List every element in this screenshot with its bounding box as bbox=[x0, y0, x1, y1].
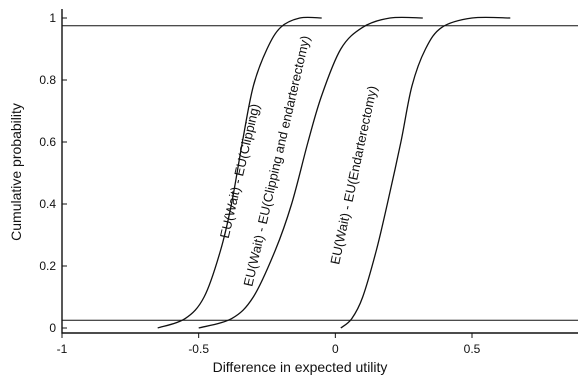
x-ticks: -1 -0.5 0 0.5 bbox=[57, 333, 481, 356]
series-label-2: EU(Wait) - EU(Endarterectomy) bbox=[327, 84, 380, 265]
y-ticks: 0 0.2 0.4 0.6 0.8 1 bbox=[39, 11, 67, 335]
series-curve-1 bbox=[198, 16, 423, 329]
x-axis-label: Difference in expected utility bbox=[213, 359, 388, 375]
x-tick-label: -1 bbox=[57, 342, 68, 356]
x-tick-label: 0.5 bbox=[464, 342, 481, 356]
axis-frame bbox=[61, 9, 578, 334]
series-label-1: EU(Wait) - EU(Clipping and endarterectom… bbox=[240, 34, 312, 288]
axes bbox=[61, 9, 578, 334]
series-curve-0 bbox=[157, 16, 322, 329]
x-tick-label: -0.5 bbox=[188, 342, 209, 356]
y-tick-label: 0.4 bbox=[39, 197, 56, 211]
y-tick-label: 0.6 bbox=[39, 135, 56, 149]
series-curve-2 bbox=[340, 16, 511, 329]
y-tick-label: 0 bbox=[49, 321, 56, 335]
y-tick-label: 0.8 bbox=[39, 73, 56, 87]
curve-labels: EU(Wait) - EU(Clipping)EU(Wait) - EU(Cli… bbox=[217, 34, 380, 288]
y-axis-label: Cumulative probability bbox=[8, 103, 24, 241]
y-tick-label: 0.2 bbox=[39, 259, 56, 273]
x-tick-label: 0 bbox=[332, 342, 339, 356]
reference-lines bbox=[62, 25, 578, 321]
y-tick-label: 1 bbox=[49, 11, 56, 25]
cdf-curves bbox=[157, 16, 511, 329]
